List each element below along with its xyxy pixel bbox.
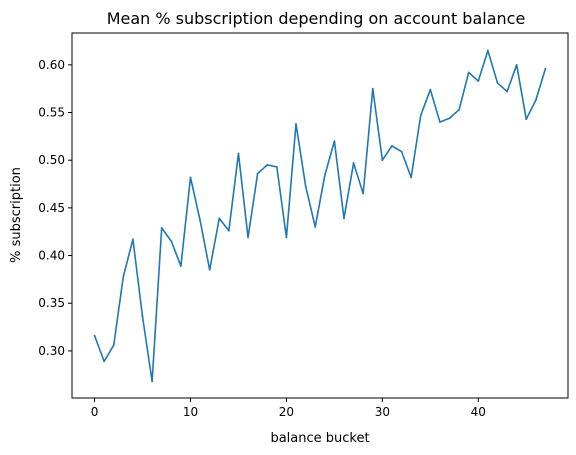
data-point xyxy=(381,159,384,162)
plot-area: 0 10 20 30 40 0.30 0.35 0.40 0.45 0.50 0.55 0.60 xyxy=(38,49,547,419)
data-point xyxy=(525,118,528,121)
data-point xyxy=(371,87,374,90)
data-point xyxy=(237,152,240,155)
x-tick-label: 0 xyxy=(91,405,99,419)
data-point xyxy=(515,63,518,66)
data-point xyxy=(170,240,173,243)
data-point xyxy=(323,174,326,177)
data-point xyxy=(295,123,297,125)
data-point xyxy=(189,176,192,179)
data-point xyxy=(122,275,125,278)
data-point xyxy=(256,172,259,175)
data-point xyxy=(285,236,288,239)
data-point xyxy=(93,334,96,337)
data-point xyxy=(199,219,201,222)
data-point xyxy=(477,80,480,82)
x-tick-label: 10 xyxy=(183,405,198,419)
data-point xyxy=(218,217,221,220)
data-point xyxy=(179,265,182,267)
data-point xyxy=(247,236,249,239)
data-point xyxy=(227,229,230,232)
y-tick-label: 0.45 xyxy=(38,201,65,215)
data-point xyxy=(151,380,154,383)
chart-title: Mean % subscription depending on account… xyxy=(107,9,526,28)
x-tick-label: 20 xyxy=(279,405,294,419)
data-point xyxy=(266,164,269,166)
data-point xyxy=(208,268,211,271)
y-tick-label: 0.30 xyxy=(38,344,65,358)
data-point xyxy=(275,165,278,168)
data-point xyxy=(458,108,461,111)
series-line-0 xyxy=(93,49,547,383)
y-axis-label: % subscription xyxy=(9,167,24,263)
y-tick-label: 0.60 xyxy=(38,58,65,72)
data-point xyxy=(304,185,307,187)
data-point xyxy=(506,90,508,93)
data-point xyxy=(410,176,413,179)
data-point xyxy=(496,82,499,84)
data-point xyxy=(160,226,163,229)
data-point xyxy=(362,192,365,195)
y-tick-label: 0.55 xyxy=(38,106,65,120)
x-axis-label: balance bucket xyxy=(270,431,369,446)
data-point xyxy=(352,162,355,164)
data-point xyxy=(112,344,115,347)
data-point xyxy=(544,67,547,70)
data-point xyxy=(467,71,470,74)
y-tick-label: 0.50 xyxy=(38,153,65,167)
data-point xyxy=(333,140,336,143)
data-point xyxy=(486,49,489,52)
x-tick-label: 40 xyxy=(471,405,486,419)
data-point xyxy=(314,226,317,228)
data-point xyxy=(391,144,393,147)
data-point xyxy=(439,121,441,123)
plot-frame xyxy=(71,32,569,399)
data-point xyxy=(429,88,432,91)
data-point xyxy=(343,217,345,220)
data-point xyxy=(141,315,144,318)
data-point xyxy=(448,117,451,120)
y-tick-label: 0.35 xyxy=(38,296,65,310)
data-point xyxy=(132,238,134,241)
data-point xyxy=(400,150,403,153)
data-point xyxy=(419,114,422,117)
x-tick-label: 30 xyxy=(375,405,390,419)
data-point xyxy=(103,360,106,363)
y-tick-label: 0.40 xyxy=(38,249,65,263)
data-point xyxy=(534,99,537,102)
